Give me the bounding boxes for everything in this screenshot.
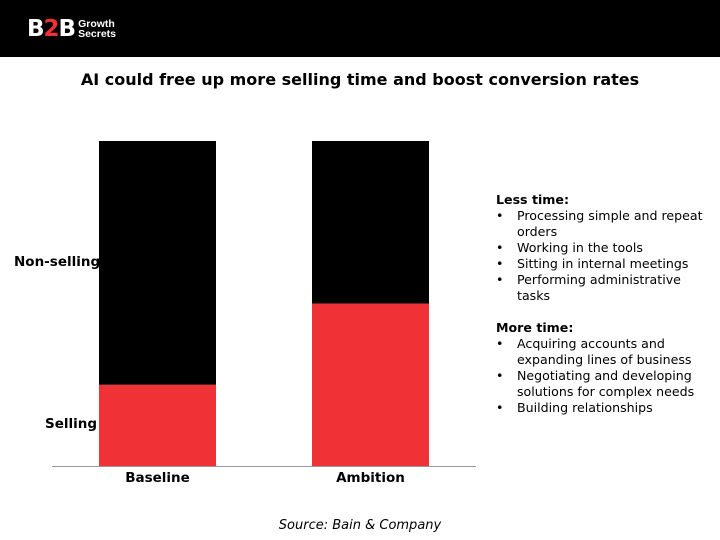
list-item: Building relationships: [496, 400, 711, 416]
bar-ambition-selling: [312, 303, 429, 466]
list-item: Negotiating and developing solutions for…: [496, 368, 711, 400]
chart-title: AI could free up more selling time and b…: [80, 70, 640, 89]
list-item: Processing simple and repeat orders: [496, 208, 711, 240]
x-label-ambition: Ambition: [336, 470, 405, 486]
logo-mark: B2B: [27, 16, 76, 42]
more-time-heading: More time:: [496, 320, 574, 335]
brand-logo: B2B Growth Secrets: [27, 16, 116, 42]
less-time-list: Processing simple and repeat orders Work…: [496, 208, 711, 304]
y-label-selling: Selling: [45, 416, 98, 432]
notes-panel: Less time: Processing simple and repeat …: [496, 192, 711, 416]
less-time-heading: Less time:: [496, 192, 569, 207]
logo-words: Growth Secrets: [78, 17, 117, 40]
list-item: Acquiring accounts and expanding lines o…: [496, 336, 711, 368]
list-item: Performing administrative tasks: [496, 272, 711, 304]
list-item: Sitting in internal meetings: [496, 256, 711, 272]
y-label-non-selling: Non-selling: [14, 254, 101, 270]
logo-word-secrets: Secrets: [78, 28, 117, 40]
header-bar: B2B Growth Secrets: [0, 0, 720, 57]
bar-ambition-non-selling: [312, 141, 429, 304]
list-item: Working in the tools: [496, 240, 711, 256]
more-time-list: Acquiring accounts and expanding lines o…: [496, 336, 711, 416]
source-note: Source: Bain & Company: [278, 518, 442, 533]
x-label-baseline: Baseline: [125, 470, 190, 486]
bar-baseline-non-selling: [99, 141, 216, 385]
logo-word-growth: Growth: [78, 17, 115, 30]
bar-baseline-selling: [99, 384, 216, 466]
